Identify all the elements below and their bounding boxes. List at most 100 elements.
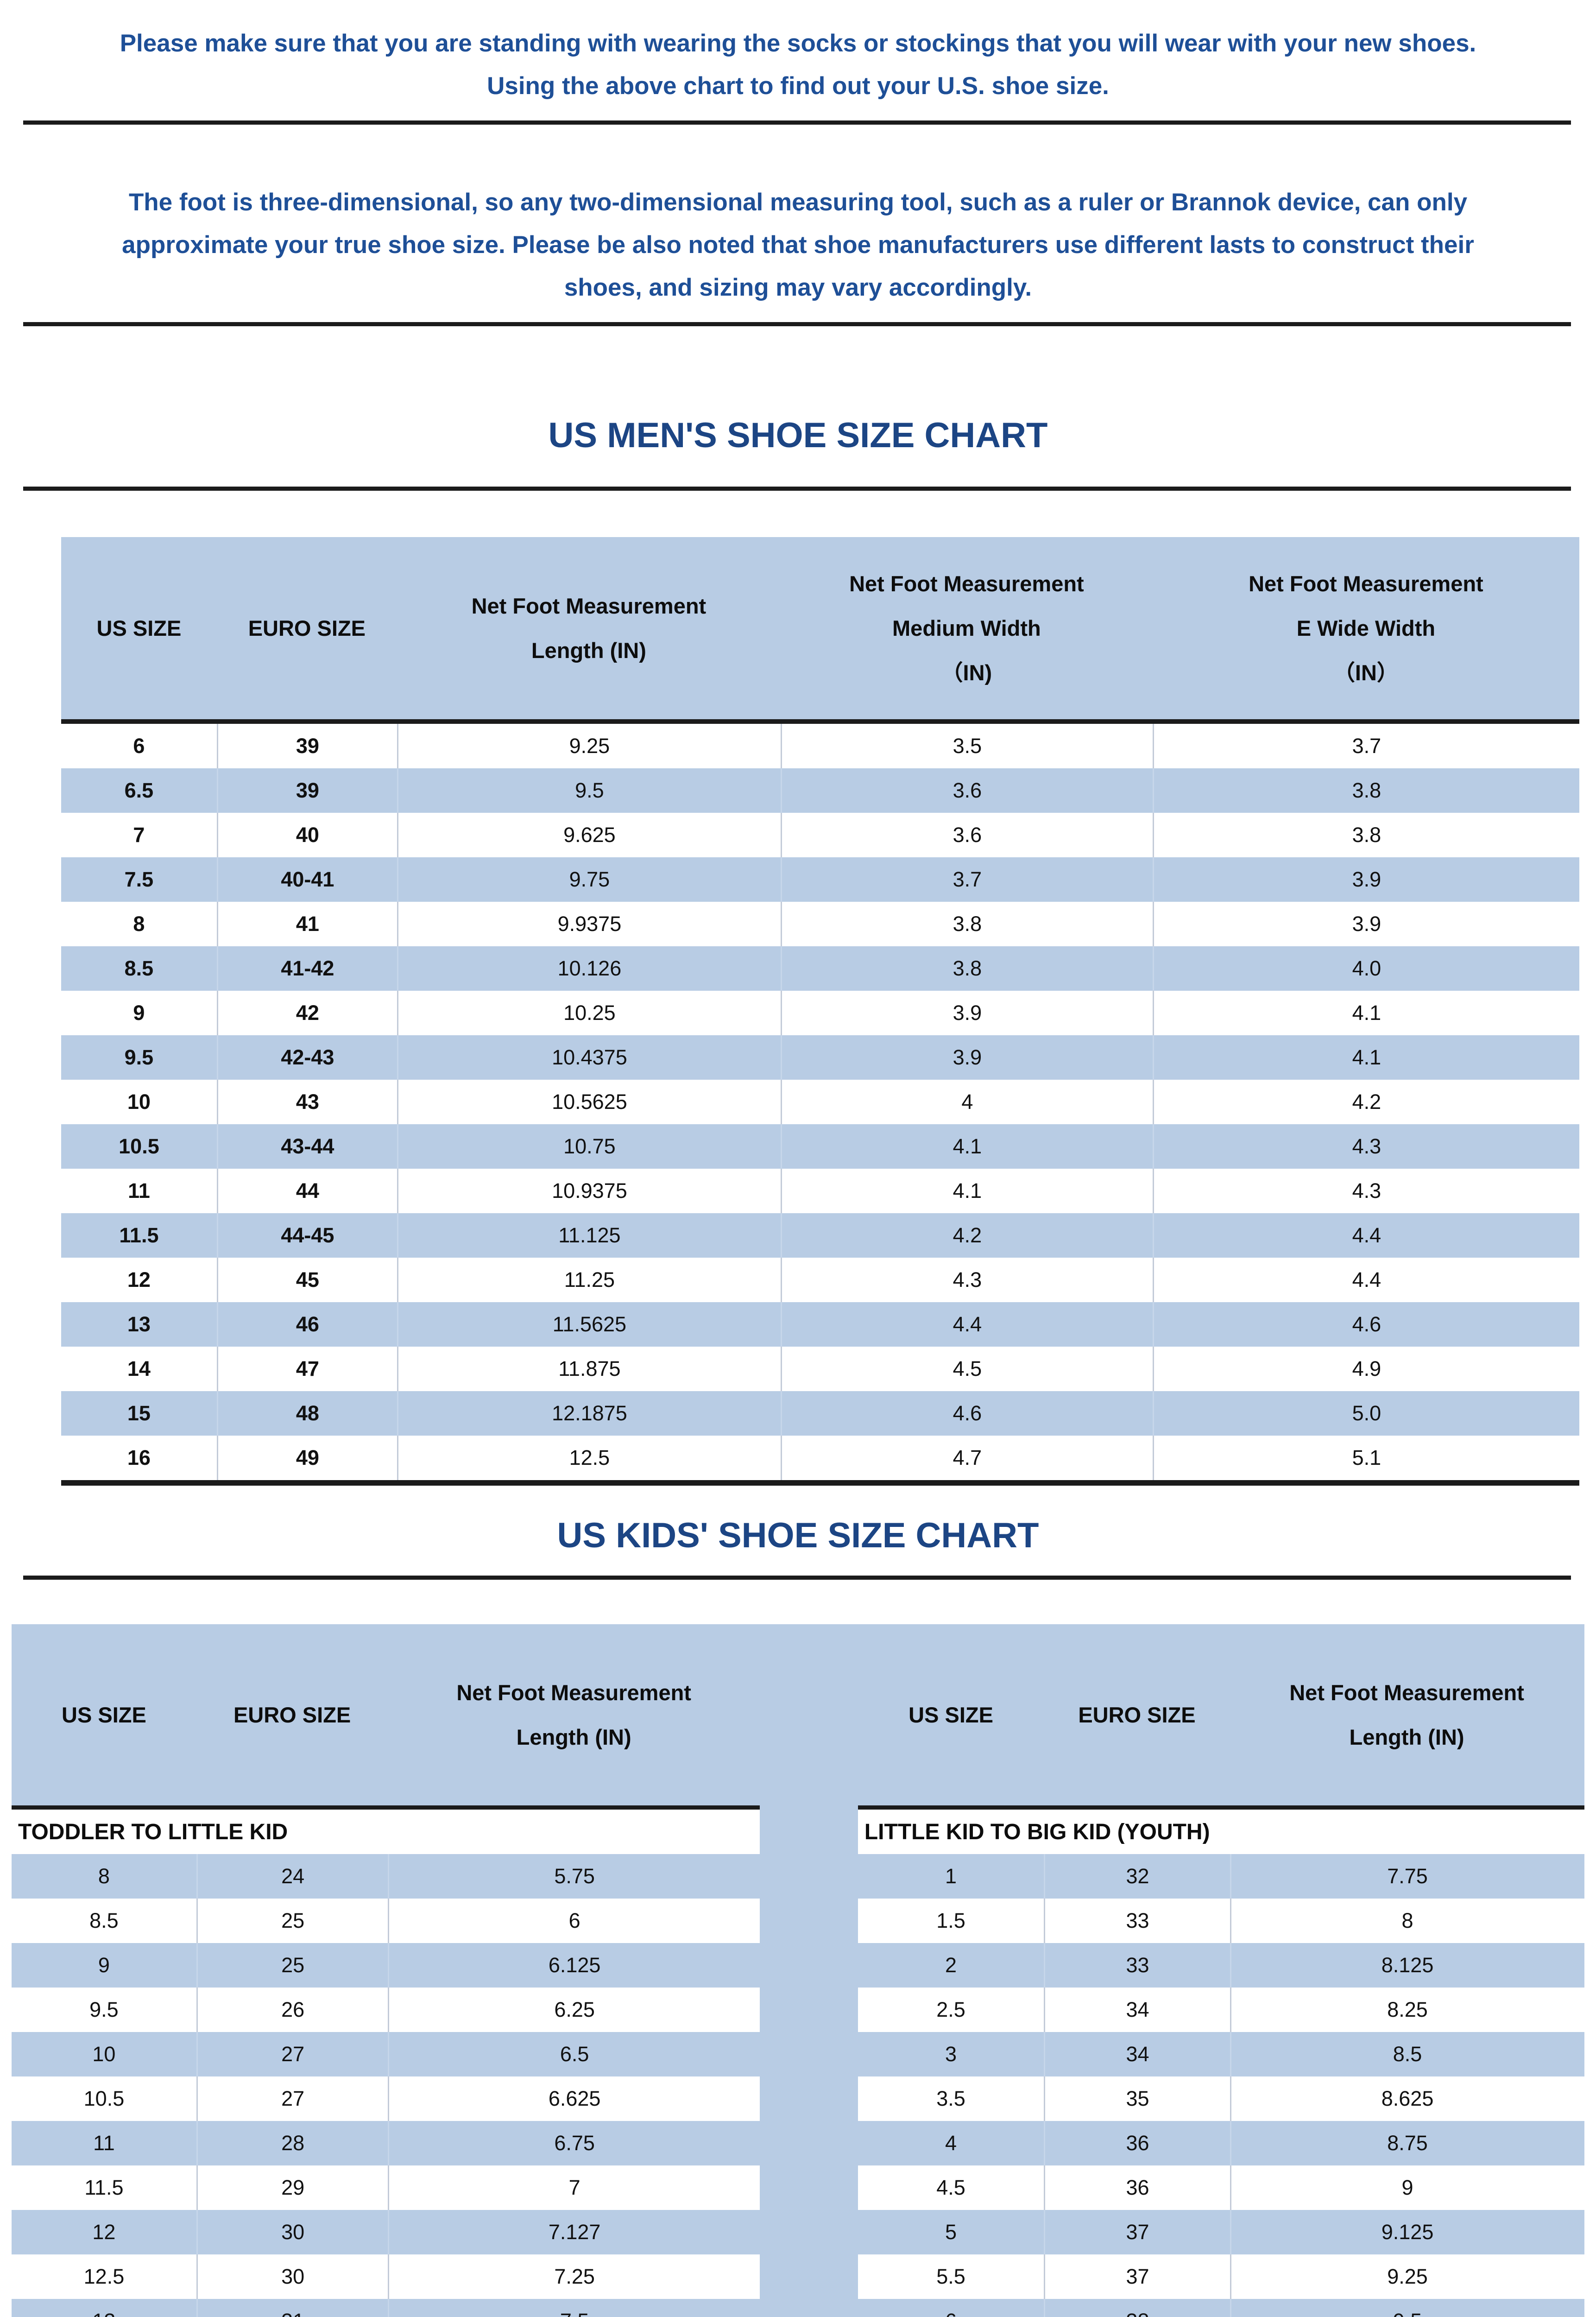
cell: 7.5 <box>388 2299 760 2317</box>
cell: 37 <box>1044 2254 1230 2299</box>
cell: 3.9 <box>1152 902 1579 946</box>
horizontal-divider <box>23 322 1571 326</box>
cell: 30 <box>196 2210 388 2254</box>
spacer-column <box>760 1810 858 1854</box>
header-line: E Wide Width <box>1296 615 1436 640</box>
cell: 38 <box>1044 2299 1230 2317</box>
spacer-column <box>760 1624 858 1810</box>
cell: 9.25 <box>397 724 781 768</box>
cell: 3.6 <box>780 768 1153 813</box>
cell: 27 <box>196 2032 388 2076</box>
header-line: US SIZE <box>62 1702 146 1727</box>
cell: 43 <box>216 1080 397 1124</box>
cell: 3.9 <box>780 991 1153 1035</box>
header-line: US SIZE <box>908 1702 993 1727</box>
kids-left-row: 9 25 6.125 <box>12 1943 760 1988</box>
cell: 13 <box>12 2299 196 2317</box>
cell: 43-44 <box>216 1124 397 1169</box>
cell: 9 <box>98 1953 110 1977</box>
header-line: Length (IN) <box>516 1724 631 1749</box>
cell: 49 <box>216 1436 397 1480</box>
table-row: 13 46 11.5625 4.4 4.6 <box>61 1302 1579 1347</box>
table-row: 8 24 5.75 1 32 7.75 <box>12 1854 1584 1899</box>
kids-right-row: 1.5 33 8 <box>858 1899 1584 1943</box>
spacer-column <box>760 2165 858 2210</box>
cell: 11.25 <box>397 1258 781 1302</box>
cell: 26 <box>196 1988 388 2032</box>
cell: 15 <box>127 1401 151 1425</box>
cell: 9.5 <box>397 768 781 813</box>
kids-left-row: 11.5 29 7 <box>12 2165 760 2210</box>
cell: 4.3 <box>1152 1124 1579 1169</box>
cell: 12.5 <box>83 2265 125 2288</box>
cell: 4.4 <box>780 1302 1153 1347</box>
cell: 12 <box>127 1268 151 1291</box>
table-row: 6 39 9.25 3.5 3.7 <box>61 724 1579 768</box>
cell: 6.5 <box>388 2032 760 2076</box>
spacer-column <box>760 1943 858 1988</box>
cell: 10.5625 <box>397 1080 781 1124</box>
cell: 8 <box>1230 1899 1584 1943</box>
kids-left-row: 13317.5 <box>12 2299 760 2317</box>
cell: 41-42 <box>216 946 397 991</box>
kids-header-cell: Net Foot Measurement Length (IN) <box>388 1624 760 1805</box>
cell: 3.7 <box>780 857 1153 902</box>
table-row: 6.5 39 9.5 3.6 3.8 <box>61 768 1579 813</box>
table-row: 9.5 42-43 10.4375 3.9 4.1 <box>61 1035 1579 1080</box>
cell: 5.1 <box>1152 1436 1579 1480</box>
kids-header-cell: US SIZE <box>12 1624 196 1805</box>
cell: 9 <box>133 1001 145 1025</box>
cell: 6 <box>388 1899 760 1943</box>
cell: 12 <box>92 2220 116 2244</box>
spacer-column <box>760 2210 858 2254</box>
cell: 8 <box>98 1864 110 1888</box>
header-line: Net Foot Measurement <box>471 593 707 618</box>
cell: 9 <box>1230 2165 1584 2210</box>
header-line: US SIZE <box>96 615 182 640</box>
cell: 34 <box>1044 2032 1230 2076</box>
table-row: 10 27 6.5 3 34 8.5 <box>12 2032 1584 2076</box>
spacer-column <box>760 1988 858 2032</box>
kids-right-row: 5.5 37 9.25 <box>858 2254 1584 2299</box>
kids-left-row: 10 27 6.5 <box>12 2032 760 2076</box>
table-row: 9 42 10.25 3.9 4.1 <box>61 991 1579 1035</box>
table-row: 13317.5 6389.5 <box>12 2299 1584 2317</box>
disclaimer-line: shoes, and sizing may vary accordingly. <box>564 274 1032 301</box>
kids-right-row: 4.5 36 9 <box>858 2165 1584 2210</box>
mens-chart-title: US MEN'S SHOE SIZE CHART <box>548 416 1048 455</box>
cell: 4.3 <box>1152 1169 1579 1213</box>
cell: 33 <box>1044 1943 1230 1988</box>
kids-left-row: 9.5 26 6.25 <box>12 1988 760 2032</box>
cell: 27 <box>196 2076 388 2121</box>
cell: 7.5 <box>124 867 154 891</box>
cell: 5.5 <box>936 2265 965 2288</box>
kids-header-cell: EURO SIZE <box>1044 1624 1230 1805</box>
cell: 6.125 <box>388 1943 760 1988</box>
cell: 11.875 <box>397 1347 781 1391</box>
table-row: 10.5 43-44 10.75 4.1 4.3 <box>61 1124 1579 1169</box>
cell: 7 <box>388 2165 760 2210</box>
header-line: EURO SIZE <box>248 615 366 640</box>
cell: 4.1 <box>780 1124 1153 1169</box>
cell: 33 <box>1044 1899 1230 1943</box>
cell: 39 <box>216 724 397 768</box>
table-row: 12 30 7.127 5 37 9.125 <box>12 2210 1584 2254</box>
cell: 10.5 <box>83 2087 125 2110</box>
cell: 9.25 <box>1230 2254 1584 2299</box>
cell: 10.5 <box>119 1134 159 1158</box>
kids-right-row: 3 34 8.5 <box>858 2032 1584 2076</box>
cell: 1 <box>945 1864 957 1888</box>
cell: 8.625 <box>1230 2076 1584 2121</box>
kids-left-row: 10.5 27 6.625 <box>12 2076 760 2121</box>
kids-header-left: US SIZE EURO SIZE Net Foot Measurement Leng… <box>12 1624 760 1810</box>
table-row: 15 48 12.1875 4.6 5.0 <box>61 1391 1579 1436</box>
table-row: 16 49 12.5 4.7 5.1 <box>61 1436 1579 1480</box>
table-row: 12 45 11.25 4.3 4.4 <box>61 1258 1579 1302</box>
cell: 11.5 <box>84 2176 124 2199</box>
cell: 7.127 <box>388 2210 760 2254</box>
cell: 36 <box>1044 2121 1230 2165</box>
kids-section-label-row: TODDLER TO LITTLE KID LITTLE KID TO BIG K… <box>12 1810 1584 1854</box>
youth-section: LITTLE KID TO BIG KID (YOUTH) <box>858 1810 1584 1854</box>
cell: 4.4 <box>1152 1213 1579 1258</box>
